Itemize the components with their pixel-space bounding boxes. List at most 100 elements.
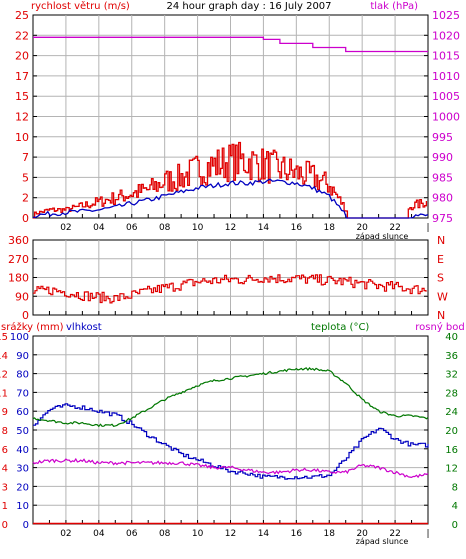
rain-tick-label: 15 — [0, 332, 8, 343]
x-tick-label: 06 — [126, 529, 138, 539]
x-tick-label: 10 — [192, 529, 204, 539]
wind-tick-label: 25 — [15, 9, 29, 22]
x-tick-label: 20 — [356, 223, 368, 233]
temperature-tick-label: 20 — [445, 426, 458, 437]
wind-tick-label: 0 — [22, 212, 29, 225]
temperature-tick-label: 32 — [445, 370, 458, 381]
direction-tick-label: 90 — [15, 290, 29, 303]
dewpoint-axis-label: rosný bod — [415, 321, 464, 333]
x-tick-label: 16 — [291, 529, 303, 539]
rain-tick-label: 1 — [2, 501, 8, 512]
direction-tick-label: 0 — [22, 309, 29, 322]
wind-speed-line — [33, 141, 428, 219]
rain-tick-label: 11 — [0, 388, 8, 399]
x-tick-label: 18 — [324, 529, 336, 539]
x-tick-label: 02 — [60, 223, 71, 233]
wind-tick-label: 22 — [15, 29, 29, 42]
rain-tick-label: 9 — [2, 407, 8, 418]
humidity-tick-label: 0 — [23, 520, 29, 531]
rain-tick-label: 12 — [0, 370, 8, 381]
pressure-tick-label: 1000 — [432, 111, 460, 124]
x-tick-label: 08 — [159, 223, 171, 233]
rain-tick-label: 4 — [2, 464, 8, 475]
temperature-tick-label: 24 — [445, 407, 458, 418]
x-tick-label: 12 — [225, 529, 236, 539]
temperature-tick-label: 8 — [452, 482, 458, 493]
pressure-tick-label: 985 — [432, 171, 453, 184]
x-tick-label: | — [426, 529, 429, 539]
wind-direction-line — [33, 274, 427, 304]
humidity-tick-label: 30 — [16, 464, 29, 475]
wind-tick-label: 2 — [22, 192, 29, 205]
x-tick-label: 16 — [291, 223, 303, 233]
humidity-tick-label: 70 — [16, 388, 29, 399]
temperature-tick-label: 36 — [445, 351, 458, 362]
temperature-tick-label: 40 — [445, 332, 458, 343]
wind-tick-label: 7 — [22, 151, 29, 164]
pressure-tick-label: 1015 — [432, 50, 460, 63]
temperature-axis-label: teplota (°C) — [311, 322, 369, 333]
wind-axis-label: rychlost větru (m/s) — [31, 0, 130, 12]
humidity-tick-label: 90 — [16, 351, 29, 362]
wind-tick-label: 15 — [15, 90, 29, 103]
sunset-label-bottom: západ slunce — [356, 537, 409, 546]
humidity-tick-label: 100 — [10, 332, 29, 343]
pressure-tick-label: 975 — [432, 212, 453, 225]
humidity-tick-label: 20 — [16, 482, 29, 493]
chart-title: 24 hour graph day : 16 July 2007 — [166, 1, 331, 12]
temperature-tick-label: 0 — [452, 520, 458, 531]
x-tick-label: 18 — [324, 223, 336, 233]
humidity-tick-label: 60 — [16, 407, 29, 418]
pressure-tick-label: 1010 — [432, 70, 460, 83]
compass-tick-label: S — [437, 272, 444, 285]
temperature-line — [32, 366, 429, 428]
x-tick-label: 02 — [60, 529, 71, 539]
humidity-tick-label: 80 — [16, 370, 29, 381]
humidity-tick-label: 40 — [16, 445, 29, 456]
rain-tick-label: 6 — [2, 445, 8, 456]
x-tick-label: 08 — [159, 529, 171, 539]
temperature-tick-label: 12 — [445, 464, 458, 475]
x-tick-label: 04 — [93, 223, 105, 233]
temperature-tick-label: 4 — [452, 501, 458, 512]
x-tick-label: | — [426, 223, 429, 233]
temperature-tick-label: 28 — [445, 388, 458, 399]
sunset-label-top: západ slunce — [356, 232, 409, 241]
humidity-line — [33, 403, 429, 480]
x-tick-label: 20 — [356, 529, 368, 539]
humidity-tick-label: 10 — [16, 501, 29, 512]
direction-tick-label: 180 — [8, 272, 29, 285]
wind-tick-label: 12 — [15, 111, 29, 124]
x-tick-label: 22 — [389, 529, 400, 539]
rain-tick-label: 3 — [2, 482, 8, 493]
compass-tick-label: W — [437, 290, 448, 303]
x-tick-label: 10 — [192, 223, 204, 233]
compass-tick-label: N — [437, 309, 445, 322]
direction-tick-label: 270 — [8, 253, 29, 266]
x-tick-label: 04 — [93, 529, 105, 539]
wind-tick-label: 20 — [15, 50, 29, 63]
rain-axis-label: srážky (mm) — [1, 321, 64, 333]
x-tick-label: 22 — [389, 223, 400, 233]
pressure-tick-label: 990 — [432, 151, 453, 164]
dewpoint-line — [32, 457, 429, 479]
pressure-tick-label: 1025 — [432, 9, 460, 22]
humidity-tick-label: 50 — [16, 426, 29, 437]
wind-tick-label: 10 — [15, 131, 29, 144]
compass-tick-label: N — [437, 234, 445, 247]
rain-tick-label: 8 — [2, 426, 8, 437]
compass-tick-label: E — [437, 253, 444, 266]
rain-tick-label: 0 — [2, 520, 8, 531]
pressure-axis-label: tlak (hPa) — [370, 1, 418, 12]
x-tick-label: 06 — [126, 223, 138, 233]
wind-average-line — [32, 178, 429, 219]
rain-tick-label: 14 — [0, 351, 8, 362]
humidity-axis-label: vlhkost — [66, 322, 102, 333]
pressure-tick-label: 1020 — [432, 29, 460, 42]
temperature-tick-label: 16 — [445, 445, 458, 456]
x-tick-label: 14 — [258, 529, 270, 539]
pressure-line — [33, 36, 428, 53]
pressure-tick-label: 1005 — [432, 90, 460, 103]
pressure-tick-label: 995 — [432, 131, 453, 144]
